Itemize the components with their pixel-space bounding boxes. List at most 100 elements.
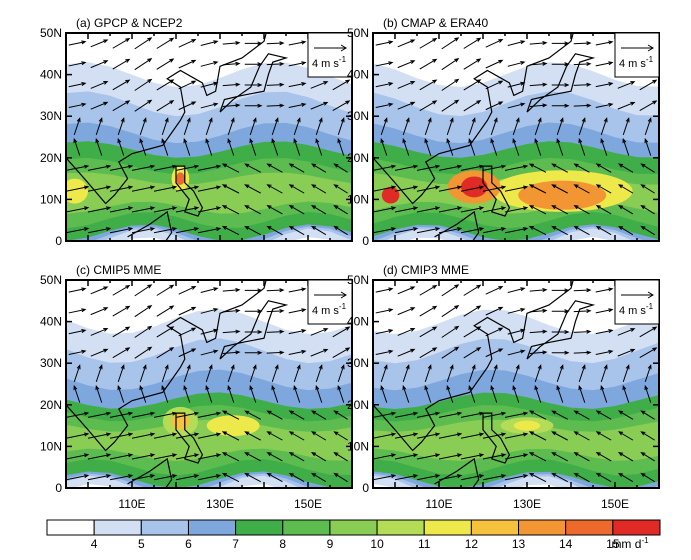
wind-arrow [109,185,134,192]
wind-arrow [551,41,570,46]
wind-arrow [109,227,134,234]
colorbar-swatch [46,519,95,536]
wind-arrow [333,184,348,194]
wind-arrow [402,117,410,136]
wind-arrow [556,384,564,403]
wind-arrow [227,364,235,383]
wind-arrow [640,204,655,215]
wind-arrow [485,80,504,90]
wind-arrow [485,348,504,358]
wind-arrow [507,328,526,335]
ref-box [307,32,353,78]
wind-arrow [87,206,112,213]
y-label: 40N [40,315,62,329]
wind-arrow [244,288,263,293]
colorbar-label: 7 [232,537,239,551]
wind-arrow [578,364,586,383]
rain-blob [513,420,541,431]
wind-arrow [288,452,305,462]
wind-arrow [131,411,156,418]
wind-arrow [109,206,134,213]
wind-arrow [482,164,507,171]
wind-arrow [573,41,592,46]
wind-arrow [293,117,301,136]
wind-arrow [134,304,153,318]
wind-arrow [310,205,327,215]
wind-arrow [373,453,397,460]
wind-arrow [109,432,134,439]
wind-arrow [310,348,329,357]
wind-arrow [293,137,301,156]
wind-arrow [397,81,416,89]
wind-arrow [595,349,614,355]
wind-arrow [90,39,109,48]
wind-arrow [617,81,636,89]
wind-arrow [249,364,257,383]
ref-label: 4 m s-1 [312,302,347,317]
wind-arrow [271,117,279,136]
wind-arrow [617,101,636,110]
wind-arrow [315,117,323,136]
wind-arrow [131,474,156,481]
ref-arrow [621,291,654,299]
rain-blob [176,172,185,185]
wind-arrow [153,432,178,439]
coastline [434,457,480,488]
wind-arrow [200,349,219,356]
rain-band [66,172,352,214]
wind-arrow [397,60,416,69]
wind-arrow [205,364,213,383]
wind-arrow [227,117,235,136]
wind-arrow [73,117,81,136]
ref-box [307,279,353,325]
wind-arrow [438,411,463,418]
wind-arrow [490,364,498,383]
wind-arrow [131,185,156,192]
wind-arrow [419,100,438,112]
panel-label: (c) CMIP5 MME [76,263,161,277]
wind-arrow [380,364,388,383]
wind-arrow [337,364,345,383]
wind-arrow [310,452,327,462]
wind-arrow [600,117,608,136]
wind-arrow [310,101,329,110]
colorbar-label: 15 [606,537,620,551]
wind-arrow [485,101,504,111]
wind-arrow [66,227,90,234]
wind-arrow [68,349,87,356]
colorbar-swatch [470,519,520,536]
wind-arrow [95,117,103,136]
wind-arrow [504,474,529,481]
wind-arrow [485,327,504,337]
wind-arrow [507,60,526,67]
ref-arrow [314,291,347,299]
wind-arrow [244,163,261,173]
wind-arrow [441,57,460,71]
wind-arrow [380,384,388,403]
wind-arrow [178,327,197,337]
wind-arrow [507,349,526,356]
colorbar-label: 11 [418,537,431,551]
y-label: 0 [55,481,62,495]
wind-arrow [441,284,460,297]
wind-arrow [529,287,548,293]
wind-arrow [551,350,570,355]
y-label: 20N [347,151,369,165]
wind-arrow [419,37,438,49]
wind-arrow [640,410,655,420]
wind-arrow [512,364,520,383]
wind-arrow [153,474,178,481]
wind-arrow [244,472,261,483]
wind-arrow [293,384,301,403]
wind-arrow [424,364,432,383]
wind-arrow [595,163,612,173]
wind-arrow [68,329,87,335]
wind-arrow [446,384,454,403]
wind-arrow [197,227,222,234]
wind-arrow [416,227,441,234]
wind-arrow [288,163,305,173]
wind-arrow [310,431,327,441]
ref-arrow [314,44,347,52]
wind-arrow [534,117,542,136]
